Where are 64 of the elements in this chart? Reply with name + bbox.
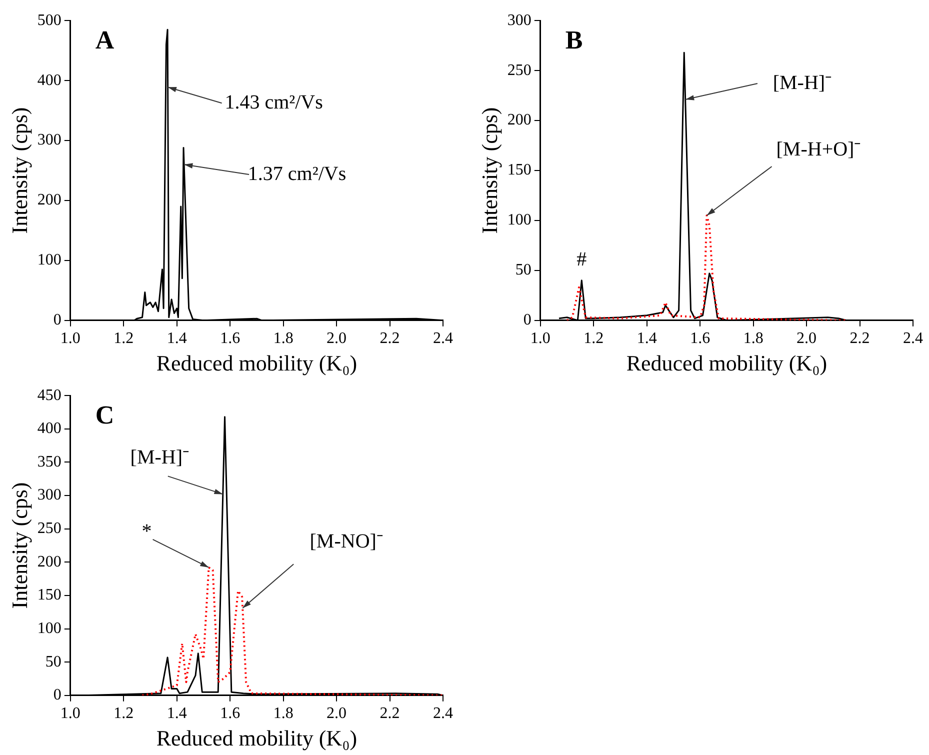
x-tick-label: 1.6 [690, 330, 710, 348]
x-tick-label: 1.4 [166, 330, 187, 348]
x-axis-title: Reduced mobility (K₀) [156, 350, 358, 376]
x-tick-label: 1.2 [114, 330, 134, 348]
x-tick-label: 2.0 [326, 330, 347, 348]
y-tick-label: 200 [37, 553, 62, 570]
x-tick-label: 2.4 [433, 330, 453, 348]
x-tick-label: 1.2 [114, 705, 134, 722]
x-tick-label: 1.6 [220, 705, 240, 722]
x-tick-label: 1.2 [584, 330, 604, 348]
x-tick-label: 2.2 [850, 330, 870, 348]
y-tick-label: 150 [507, 162, 532, 179]
x-tick-label: 2.4 [433, 705, 453, 722]
chart-title: B [565, 25, 583, 54]
annotation: [M-NO]⁻ [310, 530, 384, 552]
annotation: [M-H+O]⁻ [776, 138, 862, 161]
y-tick-label: 0 [523, 312, 532, 329]
y-tick-label: 300 [37, 486, 62, 504]
x-tick-label: 2.4 [903, 330, 923, 348]
y-tick-label: 100 [37, 620, 62, 637]
x-tick-label: 1.4 [166, 705, 187, 722]
x-tick-label: 1.0 [530, 330, 550, 348]
y-tick-label: 400 [37, 72, 62, 89]
y-tick-label: 300 [507, 12, 532, 29]
chart-title: A [95, 25, 114, 54]
y-tick-label: 0 [53, 686, 62, 704]
y-axis-title: Intensity (cps) [476, 107, 502, 234]
y-tick-label: 200 [37, 192, 62, 209]
y-tick-label: 50 [45, 653, 62, 670]
x-tick-label: 1.0 [60, 705, 80, 722]
annotation: [M-H]⁻ [130, 446, 190, 468]
y-tick-label: 250 [37, 520, 62, 538]
y-tick-label: 450 [37, 386, 62, 404]
y-tick-label: 100 [37, 252, 62, 269]
x-tick-label: 1.8 [273, 330, 294, 348]
x-tick-label: 2.2 [380, 330, 400, 348]
x-tick-label: 1.6 [220, 330, 240, 348]
y-tick-label: 100 [507, 212, 532, 229]
y-tick-label: 0 [53, 312, 62, 329]
annotation: 1.43 cm²/Vs [224, 91, 324, 114]
x-axis-title: Reduced mobility (K₀) [626, 350, 828, 376]
y-tick-label: 500 [37, 12, 62, 29]
y-axis-title: Intensity (cps) [6, 107, 32, 234]
y-tick-label: 400 [37, 420, 62, 438]
annotation: # [576, 248, 587, 271]
x-tick-label: 2.2 [380, 705, 400, 722]
annotation: 1.37 cm²/Vs [248, 162, 346, 185]
chart-title: C [95, 400, 114, 430]
y-tick-label: 200 [507, 112, 532, 129]
x-tick-label: 1.4 [636, 330, 657, 348]
x-tick-label: 2.0 [796, 330, 817, 348]
y-tick-label: 350 [37, 453, 62, 470]
x-axis-title: Reduced mobility (K₀) [156, 726, 358, 751]
x-tick-label: 1.8 [743, 330, 764, 348]
x-tick-label: 1.8 [273, 705, 294, 722]
y-tick-label: 150 [37, 586, 62, 604]
y-axis-title: Intensity (cps) [6, 482, 32, 609]
annotation: * [142, 520, 152, 543]
x-tick-label: 1.0 [60, 330, 80, 348]
y-tick-label: 50 [515, 262, 532, 279]
y-tick-label: 300 [37, 132, 62, 149]
x-tick-label: 2.0 [326, 705, 347, 722]
annotation: [M-H]⁻ [772, 72, 832, 94]
y-tick-label: 250 [507, 62, 532, 79]
